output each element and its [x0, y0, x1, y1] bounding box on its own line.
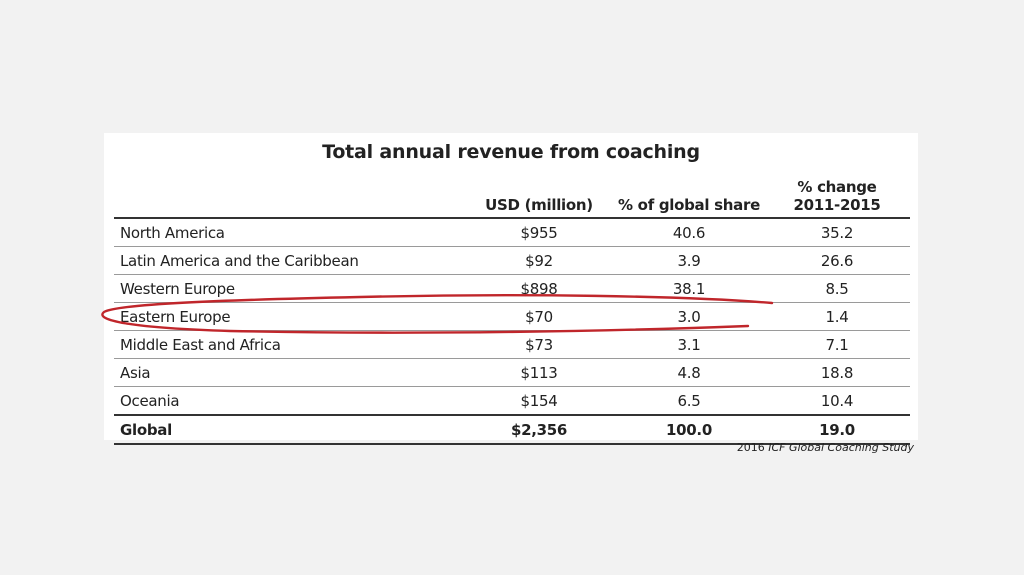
column-header-region	[114, 169, 464, 219]
revenue-table-card: Total annual revenue from coaching USD (…	[104, 133, 918, 445]
usd-cell: $92	[464, 246, 614, 275]
total-usd-cell: $2,356	[464, 414, 614, 445]
change-cell: 35.2	[764, 218, 910, 247]
region-cell: Latin America and the Caribbean	[114, 246, 464, 275]
table-row: Oceania $154 6.5 10.4	[114, 386, 910, 416]
share-cell: 3.1	[614, 330, 764, 359]
total-change-cell: 19.0	[764, 414, 910, 445]
share-cell: 4.8	[614, 358, 764, 387]
share-cell: 6.5	[614, 386, 764, 416]
share-cell: 40.6	[614, 218, 764, 247]
share-cell: 3.9	[614, 246, 764, 275]
change-cell: 1.4	[764, 302, 910, 331]
share-cell: 3.0	[614, 302, 764, 331]
column-header-change-label: % change 2011-2015	[793, 178, 881, 214]
column-header-change: % change 2011-2015	[764, 169, 910, 219]
region-cell: North America	[114, 218, 464, 247]
change-cell: 18.8	[764, 358, 910, 387]
source-citation: 2016 ICF Global Coaching Study	[700, 441, 914, 454]
usd-cell: $70	[464, 302, 614, 331]
region-cell: Eastern Europe	[114, 302, 464, 331]
share-cell: 38.1	[614, 274, 764, 303]
column-header-usd: USD (million)	[464, 169, 614, 219]
table-total-row: Global $2,356 100.0 19.0	[114, 414, 910, 445]
table-header-row: USD (million) % of global share % change…	[114, 169, 910, 219]
table-row: Western Europe $898 38.1 8.5	[114, 274, 910, 303]
change-cell: 8.5	[764, 274, 910, 303]
usd-cell: $955	[464, 218, 614, 247]
source-title: ICF Global Coaching Study	[768, 441, 914, 454]
total-region-cell: Global	[114, 414, 464, 445]
table-row: North America $955 40.6 35.2	[114, 218, 910, 247]
change-cell: 26.6	[764, 246, 910, 275]
table-title: Total annual revenue from coaching	[322, 141, 700, 163]
total-share-cell: 100.0	[614, 414, 764, 445]
usd-cell: $73	[464, 330, 614, 359]
column-header-share: % of global share	[614, 169, 764, 219]
table-row: Latin America and the Caribbean $92 3.9 …	[114, 246, 910, 275]
region-cell: Oceania	[114, 386, 464, 416]
change-cell: 7.1	[764, 330, 910, 359]
change-cell: 10.4	[764, 386, 910, 416]
table-row-highlighted: Eastern Europe $70 3.0 1.4	[114, 302, 910, 331]
table-row: Asia $113 4.8 18.8	[114, 358, 910, 387]
table-row: Middle East and Africa $73 3.1 7.1	[114, 330, 910, 359]
usd-cell: $898	[464, 274, 614, 303]
region-cell: Western Europe	[114, 274, 464, 303]
revenue-table: USD (million) % of global share % change…	[114, 169, 910, 445]
region-cell: Middle East and Africa	[114, 330, 464, 359]
usd-cell: $113	[464, 358, 614, 387]
usd-cell: $154	[464, 386, 614, 416]
region-cell: Asia	[114, 358, 464, 387]
source-year: 2016	[736, 441, 765, 454]
